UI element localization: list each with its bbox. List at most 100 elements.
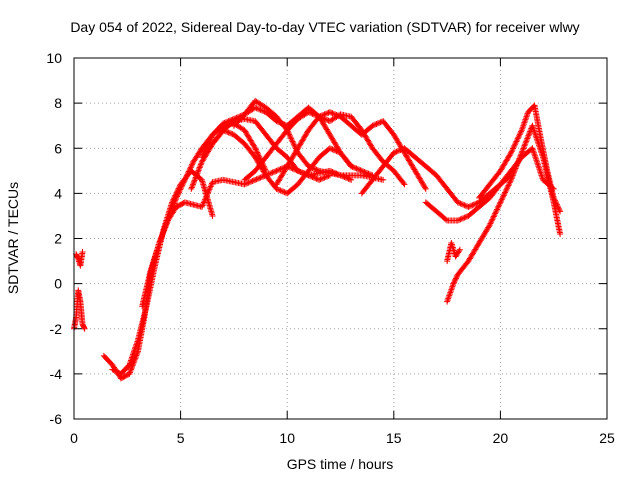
- data-point-marker: [147, 241, 162, 274]
- data-point-marker: [508, 128, 525, 156]
- data-point-marker: [401, 149, 418, 173]
- data-point-marker: [100, 352, 115, 367]
- axis-ticks: [73, 57, 608, 420]
- data-point-marker: [486, 169, 503, 188]
- data-point-marker: [252, 118, 268, 137]
- x-tick-labels: 0 5 10 15 20 25: [70, 430, 615, 446]
- chart-title: Day 054 of 2022, Sidereal Day-to-day VTE…: [70, 19, 579, 35]
- x-tick-label: 0: [70, 430, 78, 446]
- data-point-marker: [337, 149, 354, 169]
- data-point-marker: [79, 249, 86, 256]
- data-point-marker: [454, 213, 471, 224]
- data-point-marker: [143, 264, 158, 310]
- data-point-marker: [77, 298, 86, 326]
- data-point-marker: [465, 204, 481, 219]
- data-point-marker: [380, 150, 396, 170]
- data-point-marker: [220, 116, 236, 127]
- data-point-marker: [412, 167, 429, 191]
- data-point-marker: [252, 155, 268, 174]
- data-point-marker: [190, 146, 205, 165]
- data-point-marker: [79, 321, 88, 331]
- data-point-marker: [241, 140, 258, 160]
- data-point-marker: [497, 169, 514, 188]
- data-point-marker: [412, 154, 428, 169]
- data-point-marker: [465, 199, 481, 210]
- data-point-marker: [241, 177, 257, 188]
- data-series: [71, 97, 564, 382]
- data-point-marker: [401, 145, 417, 160]
- y-tick-label: -2: [50, 321, 63, 337]
- series-arc-1: [73, 249, 86, 269]
- data-point-marker: [73, 251, 81, 261]
- data-point-marker: [273, 164, 290, 188]
- data-point-marker: [126, 338, 141, 368]
- x-tick-label: 5: [177, 430, 185, 446]
- data-point-marker: [230, 131, 247, 146]
- data-point-marker: [476, 182, 492, 201]
- y-tick-label: 0: [54, 276, 62, 292]
- y-axis-label: SDTVAR / TECUs: [5, 182, 21, 294]
- data-point-marker: [326, 131, 343, 155]
- data-point-marker: [71, 315, 79, 332]
- data-point-marker: [198, 176, 216, 218]
- data-point-marker: [557, 208, 564, 215]
- data-point-marker: [444, 185, 460, 205]
- data-point-marker: [126, 349, 141, 377]
- x-tick-label: 15: [386, 430, 402, 446]
- data-point-marker: [188, 160, 205, 192]
- data-point-marker: [476, 195, 492, 210]
- data-point-marker: [422, 185, 429, 192]
- data-point-marker: [305, 114, 322, 134]
- x-tick-label: 20: [493, 430, 509, 446]
- data-point-marker: [529, 145, 546, 182]
- data-point-marker: [294, 128, 311, 152]
- data-point-marker: [294, 149, 311, 169]
- data-point-marker: [173, 178, 188, 201]
- data-point-marker: [433, 172, 450, 191]
- data-point-marker: [348, 163, 364, 174]
- x-tick-label: 10: [279, 430, 295, 446]
- data-point-marker: [284, 117, 300, 134]
- data-point-marker: [209, 121, 226, 138]
- data-point-marker: [326, 109, 343, 120]
- data-point-marker: [220, 127, 236, 138]
- y-tick-label: -4: [50, 366, 63, 382]
- data-point-marker: [262, 109, 279, 124]
- data-point-marker: [369, 118, 385, 129]
- data-point-marker: [444, 282, 456, 305]
- data-point-marker: [134, 304, 150, 344]
- data-point-marker: [241, 127, 258, 150]
- data-point-marker: [518, 110, 531, 134]
- series-arc-16: [476, 102, 564, 215]
- y-tick-label: 8: [54, 95, 62, 111]
- data-point-marker: [77, 250, 86, 269]
- data-point-marker: [422, 199, 439, 214]
- data-point-marker: [358, 178, 375, 197]
- data-point-marker: [262, 141, 279, 161]
- data-point-marker: [508, 151, 525, 183]
- data-point-marker: [117, 362, 132, 377]
- data-point-marker: [422, 163, 439, 178]
- data-point-marker: [117, 371, 132, 382]
- data-point-marker: [518, 124, 535, 156]
- data-point-marker: [273, 128, 290, 147]
- data-point-marker: [284, 182, 300, 197]
- series-arc-4: [109, 167, 216, 377]
- x-axis-label: GPS time / hours: [287, 456, 394, 472]
- data-point-marker: [252, 104, 268, 115]
- data-point-marker: [476, 223, 492, 247]
- data-point-marker: [531, 102, 544, 141]
- data-point-marker: [369, 164, 386, 183]
- data-point-marker: [252, 97, 268, 110]
- data-point-marker: [139, 268, 154, 310]
- data-point-marker: [450, 272, 461, 287]
- data-point-marker: [452, 248, 463, 260]
- data-point-marker: [557, 230, 564, 237]
- data-point-marker: [181, 160, 196, 183]
- data-point-marker: [358, 123, 375, 138]
- y-tick-label: 10: [46, 50, 62, 66]
- data-point-marker: [241, 168, 258, 183]
- data-point-marker: [198, 142, 215, 165]
- data-point-marker: [476, 191, 492, 206]
